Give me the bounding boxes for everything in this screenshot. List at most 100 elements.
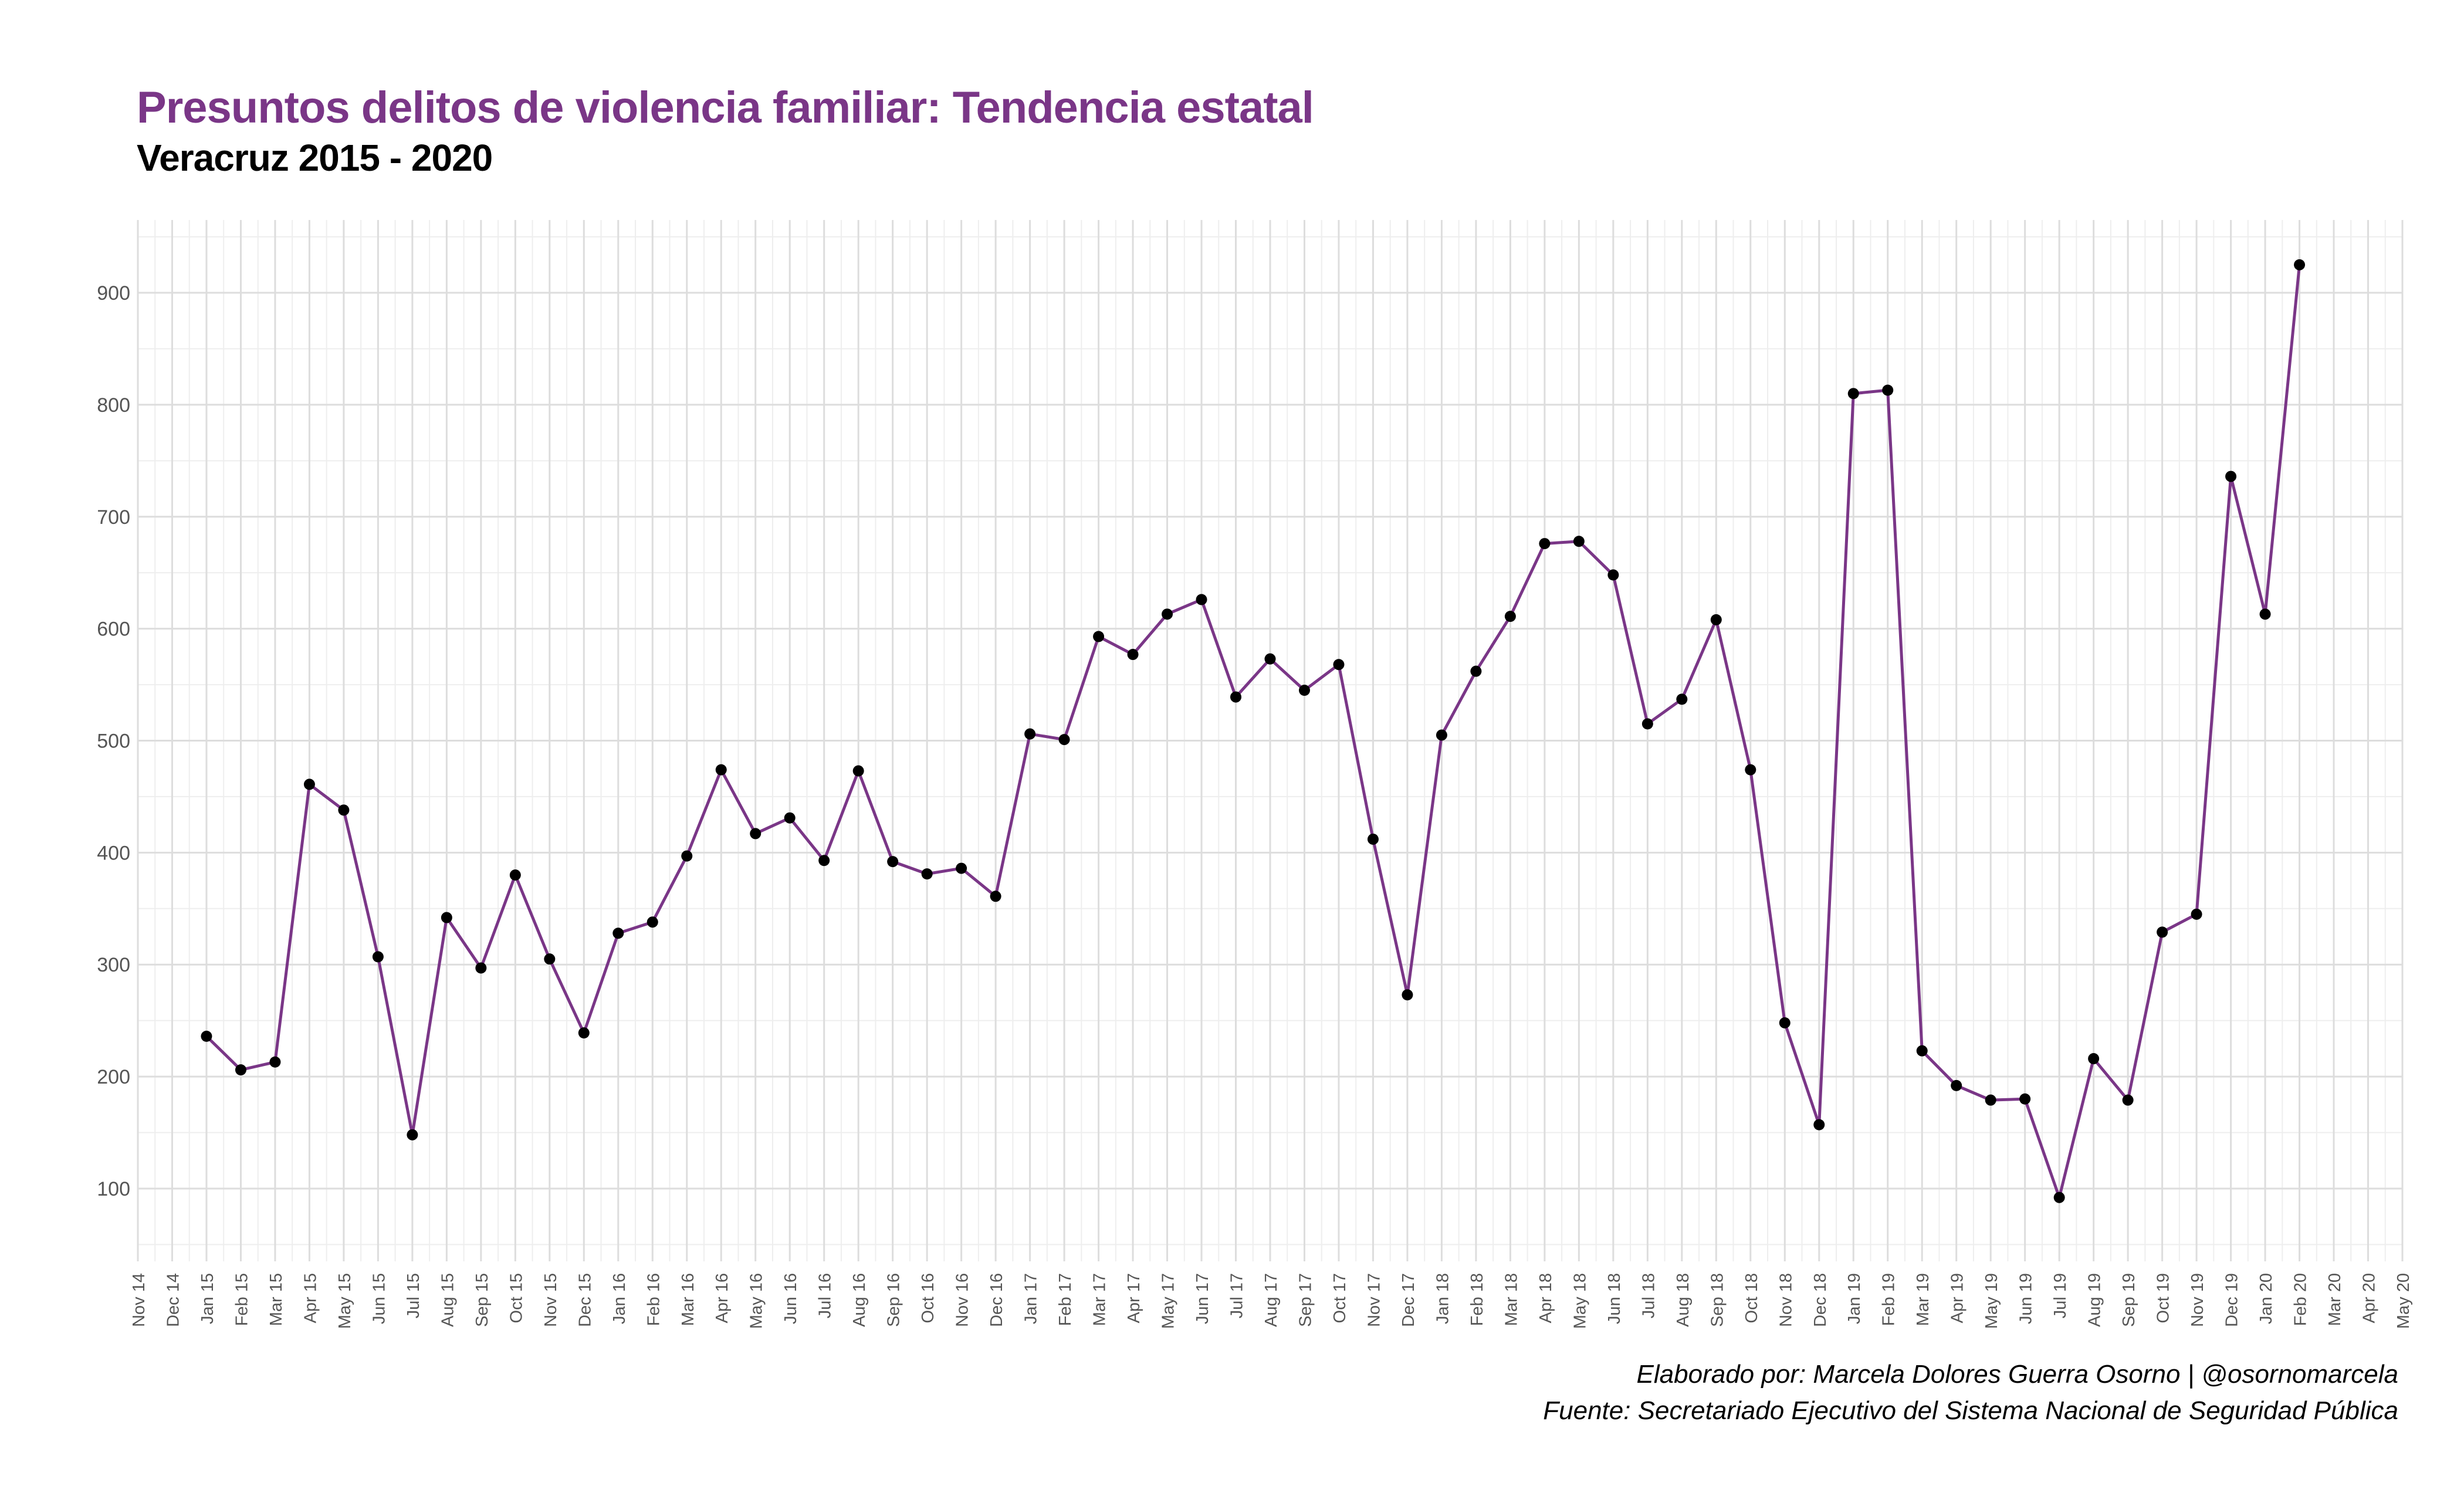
x-tick-label: Feb 17 (1056, 1273, 1075, 1326)
x-tick-label: Feb 19 (1880, 1273, 1898, 1326)
y-tick-label: 900 (97, 282, 130, 304)
x-tick-label: May 20 (2394, 1273, 2413, 1329)
data-point (1745, 764, 1756, 776)
data-point (1024, 728, 1036, 740)
y-tick-label: 200 (97, 1066, 130, 1088)
data-point (509, 869, 521, 881)
x-tick-label: Feb 18 (1468, 1273, 1487, 1326)
x-tick-label: Aug 15 (438, 1273, 457, 1327)
series-line (205, 265, 2301, 1199)
data-point (441, 912, 452, 923)
caption-author: Elaborado por: Marcela Dolores Guerra Os… (1636, 1360, 2398, 1389)
x-tick-label: Feb 15 (232, 1273, 251, 1326)
data-point (1573, 536, 1585, 547)
x-tick-label: Nov 19 (2188, 1273, 2207, 1327)
x-tick-label: Aug 17 (1262, 1273, 1281, 1327)
x-tick-label: Jul 15 (404, 1273, 423, 1318)
data-point (1504, 611, 1516, 622)
x-tick-label: Jul 19 (2051, 1273, 2070, 1318)
data-point (715, 764, 727, 776)
data-point (852, 765, 864, 777)
x-tick-label: Apr 15 (301, 1273, 320, 1323)
data-point (1436, 729, 1447, 741)
x-tick-label: Dec 18 (1811, 1273, 1830, 1327)
x-tick-label: Oct 19 (2154, 1273, 2173, 1323)
data-point (201, 1030, 212, 1042)
x-axis-tick-labels: Nov 14 Dec 14 Jan 15 Feb 15 Mar 15 Apr 15 May … (130, 1273, 2413, 1329)
x-tick-label: Apr 18 (1536, 1273, 1555, 1323)
data-point (2259, 608, 2271, 620)
x-tick-label: Jul 16 (816, 1273, 835, 1318)
data-point (956, 862, 967, 874)
data-point (2122, 1094, 2134, 1106)
x-tick-label: May 16 (747, 1273, 766, 1329)
data-point (1367, 833, 1379, 845)
data-point (544, 953, 556, 965)
data-point (1333, 659, 1345, 671)
chart-subtitle: Veracruz 2015 - 2020 (137, 137, 493, 179)
x-tick-label: Sep 16 (885, 1273, 903, 1327)
x-tick-label: Jan 20 (2257, 1273, 2276, 1324)
x-tick-label: Jan 18 (1433, 1273, 1452, 1324)
x-tick-label: Oct 18 (1742, 1273, 1761, 1323)
x-tick-label: Feb 20 (2292, 1273, 2310, 1326)
data-point (2088, 1053, 2100, 1065)
x-tick-label: Jan 15 (198, 1273, 217, 1324)
data-point (2294, 259, 2306, 270)
x-tick-label: Jun 18 (1605, 1273, 1624, 1324)
x-tick-label: Jun 17 (1193, 1273, 1212, 1324)
x-tick-label: Feb 16 (644, 1273, 663, 1326)
x-tick-label: Dec 16 (987, 1273, 1006, 1327)
y-tick-label: 800 (97, 394, 130, 417)
x-tick-label: Mar 19 (1914, 1273, 1932, 1326)
data-point (1539, 538, 1551, 550)
x-tick-label: May 19 (1982, 1273, 2001, 1329)
data-point (1710, 614, 1722, 625)
data-point (887, 856, 899, 868)
x-tick-label: Jan 17 (1022, 1273, 1041, 1324)
x-tick-label: Nov 16 (953, 1273, 972, 1327)
data-point (578, 1027, 590, 1039)
data-point (1093, 631, 1105, 642)
x-tick-label: Apr 20 (2360, 1273, 2379, 1323)
series-points-group (201, 259, 2306, 1203)
x-tick-label: Oct 16 (919, 1273, 937, 1323)
x-tick-label: Sep 17 (1296, 1273, 1315, 1327)
data-point (921, 868, 933, 880)
data-point (2157, 926, 2168, 938)
x-tick-label: Nov 15 (541, 1273, 560, 1327)
x-tick-label: Aug 16 (850, 1273, 869, 1327)
data-point (1641, 718, 1653, 730)
data-point (612, 928, 624, 939)
x-tick-label: Nov 18 (1776, 1273, 1795, 1327)
data-point (1196, 594, 1207, 605)
data-point (269, 1056, 281, 1068)
data-point (1607, 569, 1619, 581)
series-line-group (205, 265, 2301, 1199)
data-point (372, 951, 384, 963)
x-tick-label: Dec 17 (1399, 1273, 1418, 1327)
data-point (990, 891, 1001, 902)
x-tick-label: Jun 16 (781, 1273, 800, 1324)
data-point (1058, 734, 1070, 746)
x-tick-label: Mar 16 (679, 1273, 698, 1326)
data-point (338, 804, 350, 816)
data-point (1402, 989, 1413, 1001)
x-tick-label: Oct 17 (1331, 1273, 1349, 1323)
y-tick-label: 500 (97, 730, 130, 753)
data-point (1882, 384, 1894, 396)
data-point (407, 1129, 418, 1140)
data-point (2019, 1093, 2031, 1105)
x-tick-label: Mar 15 (267, 1273, 286, 1326)
x-tick-label: Jun 19 (2017, 1273, 2036, 1324)
data-point (1813, 1119, 1825, 1131)
data-point (647, 916, 658, 928)
data-point (1779, 1017, 1791, 1028)
y-tick-label: 600 (97, 618, 130, 641)
data-point (1298, 685, 1310, 696)
x-tick-label: Mar 18 (1502, 1273, 1521, 1326)
data-point (475, 962, 487, 974)
data-point (1127, 649, 1139, 661)
chart-title: Presuntos delitos de violencia familiar:… (137, 83, 1314, 133)
y-axis-tick-labels: 100 200 300 400 500 600 700 800 900 (97, 282, 130, 1200)
